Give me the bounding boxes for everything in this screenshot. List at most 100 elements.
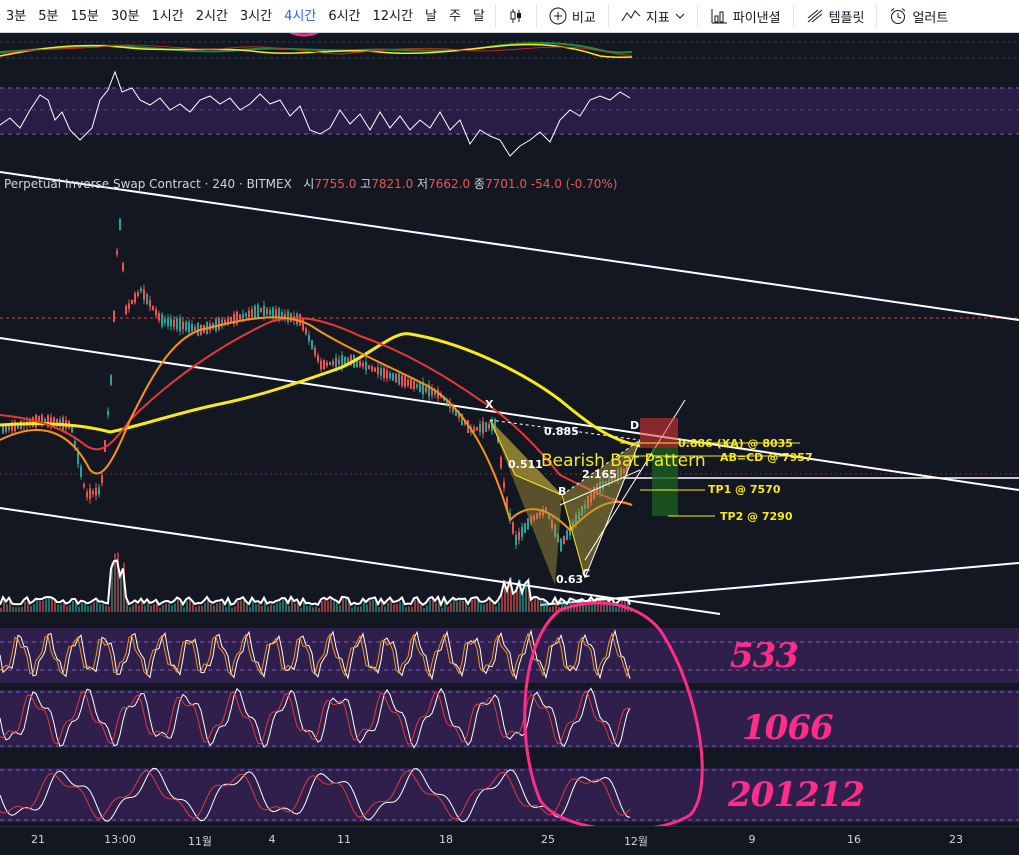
candle-body (389, 372, 391, 379)
volume-bar (45, 598, 47, 612)
candle-body (113, 310, 115, 322)
indicators-button[interactable]: 지표 (613, 0, 693, 33)
xtick-dec: 12월 (623, 835, 649, 848)
candle-body (533, 515, 535, 521)
handwritten-note-1066: 1066 (742, 708, 834, 748)
volume-bar (51, 598, 53, 612)
volume-bar (78, 606, 80, 612)
candle-body (464, 421, 466, 425)
target-zone (652, 448, 678, 516)
volume-bar (510, 577, 512, 612)
candle-body (305, 328, 307, 334)
candle-body (320, 360, 322, 370)
volume-bar (135, 602, 137, 612)
bat-xa (489, 419, 516, 476)
candle-body (413, 380, 415, 389)
bat-pattern (489, 399, 800, 585)
compare-button[interactable]: 비교 (541, 0, 604, 33)
volume-bar (495, 606, 497, 612)
interval-4h[interactable]: 4시간 (284, 8, 317, 24)
interval-week[interactable]: 주 (448, 8, 461, 24)
volume-bar (264, 599, 266, 612)
volume-bar (297, 601, 299, 612)
interval-1h[interactable]: 1시간 (151, 8, 184, 24)
volume-bar (531, 601, 533, 612)
interval-3h[interactable]: 3시간 (239, 8, 273, 24)
volume-bar (132, 605, 134, 612)
interval-6h[interactable]: 6시간 (328, 8, 361, 24)
volume-bar (213, 605, 215, 612)
volume-bar (174, 603, 176, 612)
candle-body (374, 367, 376, 372)
symbol-name[interactable]: Perpetual Inverse Swap Contract · 240 · … (4, 177, 292, 191)
candle-body (332, 361, 334, 365)
candle-body (431, 388, 433, 396)
change-value: -54.0 (-0.70%) (530, 177, 618, 191)
candle-body (542, 508, 544, 516)
target-xa-label: 0.886 (XA) @ 8035 (678, 437, 793, 450)
volume-bar (177, 598, 179, 612)
time-axis[interactable]: 21 13:00 11월 4 11 18 25 12월 9 16 23 (0, 826, 1019, 855)
candle-body (398, 373, 400, 385)
stoch-panel-1 (0, 628, 1019, 683)
volume-bar (117, 552, 119, 612)
volume-bar (513, 593, 515, 612)
volume-bar (279, 602, 281, 612)
volume-bar (534, 598, 536, 612)
xtick-23: 23 (949, 833, 963, 846)
candle-body (8, 426, 10, 430)
candle-body (248, 310, 250, 318)
volume-bar (72, 600, 74, 612)
candle-style-button[interactable] (500, 0, 532, 33)
candle-body (191, 324, 193, 332)
volume-bar (471, 600, 473, 612)
volume-bar (384, 606, 386, 612)
volume-bar (429, 599, 431, 612)
chart-canvas[interactable] (0, 33, 1019, 826)
candle-body (188, 321, 190, 333)
volume-bar (438, 598, 440, 612)
candle-body (500, 457, 502, 468)
candle-body (452, 406, 454, 412)
candle-body (140, 288, 142, 292)
compare-label: 비교 (571, 10, 596, 26)
volume-bar (549, 607, 551, 612)
volume-bar (9, 599, 11, 612)
candle-body (512, 522, 514, 534)
volume-bar (603, 600, 605, 612)
candle-body (491, 420, 493, 432)
interval-30m[interactable]: 30분 (110, 8, 140, 24)
volume-bar (84, 603, 86, 612)
price-panel (0, 171, 1019, 615)
volume-bar (483, 604, 485, 612)
interval-day[interactable]: 날 (424, 8, 437, 24)
candle-body (179, 318, 181, 332)
volume-bar (498, 602, 500, 612)
candle-body (455, 409, 457, 416)
candle-body (197, 322, 199, 336)
volume-bar (291, 598, 293, 612)
interval-15m[interactable]: 15분 (70, 8, 99, 24)
candle-body (5, 426, 7, 432)
interval-month[interactable]: 달 (472, 8, 485, 24)
volume-bar (126, 598, 128, 612)
candle-body (479, 423, 481, 433)
interval-5m[interactable]: 5분 (38, 8, 59, 24)
candle-body (314, 347, 316, 356)
candle-body (356, 357, 358, 368)
candle-body (458, 413, 460, 419)
candle-body (401, 375, 403, 386)
volume-bar (309, 605, 311, 612)
interval-2h[interactable]: 2시간 (195, 8, 228, 24)
interval-12h[interactable]: 12시간 (372, 8, 413, 24)
xtick-nov: 11월 (187, 835, 213, 848)
financials-button[interactable]: 파이낸셜 (702, 0, 789, 33)
volume-bar (189, 598, 191, 612)
volume-bar (210, 603, 212, 612)
candle-body (173, 319, 175, 327)
interval-3m[interactable]: 3분 (6, 8, 27, 24)
alert-button[interactable]: 얼러트 (881, 0, 956, 33)
volume-bar (327, 601, 329, 612)
templates-button[interactable]: 템플릿 (798, 0, 873, 33)
volume-bar (522, 592, 524, 612)
